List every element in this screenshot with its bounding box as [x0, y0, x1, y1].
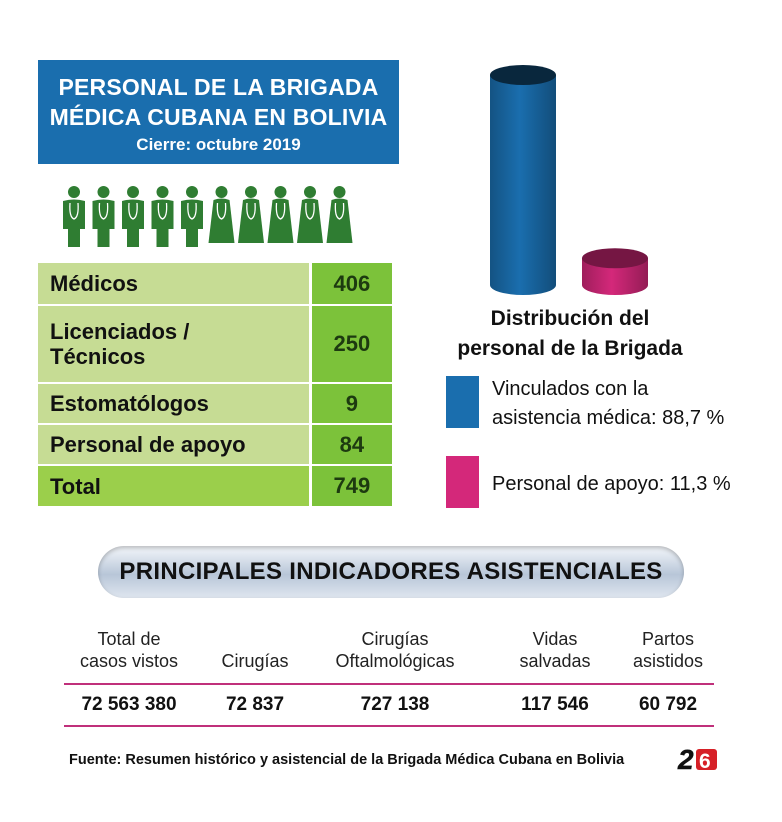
- indicator-header-line-2: asistidos: [632, 651, 704, 671]
- female-doctor-icon: [267, 186, 294, 243]
- legend-item-apoyo: Personal de apoyo: 11,3 %: [492, 473, 731, 495]
- indicator-header-line-1: Cirugías: [361, 629, 429, 649]
- row-label-line-1: Licenciados /: [50, 319, 190, 344]
- row-value: 250: [308, 306, 392, 382]
- logo-digit-2: 2: [677, 744, 694, 773]
- indicators-divider-bottom: [64, 725, 714, 727]
- subtitle: Cierre: octubre 2019: [136, 135, 301, 154]
- legend-swatch-vinculados: [446, 376, 479, 428]
- logo-red-block: [696, 749, 717, 770]
- table-row-licenciados: Licenciados / Técnicos 250: [38, 306, 392, 384]
- female-doctor-icon: [238, 186, 264, 243]
- chart-bar-cap-2: [582, 248, 648, 269]
- table-row-medicos: Médicos 406: [38, 263, 392, 306]
- indicator-header-line-1: Vidas: [532, 629, 578, 649]
- indicator-header-line-2: salvadas: [519, 651, 591, 671]
- indicator-header-line-2: Oftalmológicas: [335, 651, 455, 671]
- chart-title: Distribución del personal de la Brigada: [430, 304, 710, 364]
- indicator-value-partos: 60 792: [638, 694, 698, 715]
- publication-logo: 2 6: [677, 744, 717, 773]
- staff-pictogram: [63, 186, 353, 247]
- male-doctor-icon: [181, 186, 203, 247]
- female-doctor-icon: [297, 186, 323, 243]
- indicator-header-cirugias: Cirugías: [200, 650, 310, 672]
- chart-bar-2: [582, 258, 648, 295]
- legend-text-line-2: asistencia médica: 88,7 %: [492, 407, 725, 429]
- distribution-chart: [490, 65, 648, 295]
- male-doctor-icon: [92, 186, 115, 247]
- chart-bar-cap-1: [490, 65, 556, 85]
- legend-item-vinculados: Vinculados con la asistencia médica: 88,…: [492, 375, 724, 433]
- row-value: 406: [308, 263, 392, 304]
- logo-digit-6: 6: [699, 750, 711, 773]
- row-label: Estomatólogos: [38, 384, 309, 423]
- row-label: Médicos: [38, 263, 309, 304]
- chart-title-line-1: Distribución del: [490, 307, 650, 330]
- row-label-line-2: Técnicos: [50, 344, 146, 369]
- indicator-header-partos: Partos asistidos: [618, 628, 718, 672]
- male-doctor-icon: [151, 186, 174, 247]
- indicator-header-line-2: casos vistos: [79, 651, 179, 671]
- row-value: 9: [308, 384, 392, 423]
- indicator-header-oftalmologicas: Cirugías Oftalmológicas: [320, 628, 470, 672]
- staff-table: Médicos 406 Licenciados / Técnicos 250 E…: [38, 263, 392, 506]
- row-label: Total: [38, 466, 309, 506]
- indicator-header-vidas: Vidas salvadas: [500, 628, 610, 672]
- table-row-estomatologos: Estomatólogos 9: [38, 384, 392, 425]
- title-line-2: MÉDICA CUBANA EN BOLIVIA: [49, 104, 388, 130]
- legend-text-line-1: Vinculados con la: [492, 378, 649, 400]
- title-box: PERSONAL DE LA BRIGADA MÉDICA CUBANA EN …: [38, 60, 399, 164]
- indicators-divider-top: [64, 683, 714, 685]
- row-label: Personal de apoyo: [38, 425, 309, 464]
- indicator-value-casos: 72 563 380: [81, 694, 177, 715]
- indicator-header-line-1: Total de: [97, 629, 161, 649]
- indicator-header-casos: Total de casos vistos: [64, 628, 194, 672]
- row-label: Licenciados / Técnicos: [38, 306, 309, 382]
- legend-swatch-apoyo: [446, 456, 479, 508]
- female-doctor-icon: [326, 186, 353, 243]
- male-doctor-icon: [122, 186, 144, 247]
- row-value: 749: [308, 466, 392, 506]
- table-row-total: Total 749: [38, 466, 392, 506]
- title-line-1: PERSONAL DE LA BRIGADA: [58, 74, 379, 100]
- indicator-value-cirugias: 72 837: [225, 694, 285, 715]
- indicators-banner-text: PRINCIPALES INDICADORES ASISTENCIALES: [119, 558, 663, 585]
- indicator-value-oftalmologicas: 727 138: [360, 694, 430, 715]
- female-doctor-icon: [208, 186, 235, 243]
- indicators-banner: PRINCIPALES INDICADORES ASISTENCIALES: [98, 546, 684, 598]
- chart-title-line-2: personal de la Brigada: [457, 337, 683, 360]
- indicator-header-line-2: Cirugías: [221, 651, 289, 671]
- table-row-personal-apoyo: Personal de apoyo 84: [38, 425, 392, 466]
- source-note: Fuente: Resumen histórico y asistencial …: [69, 752, 625, 768]
- row-value: 84: [308, 425, 392, 464]
- chart-bar-1: [490, 75, 556, 295]
- indicator-header-line-1: Partos: [641, 629, 695, 649]
- indicator-value-vidas: 117 546: [521, 694, 589, 715]
- male-doctor-icon: [63, 186, 85, 247]
